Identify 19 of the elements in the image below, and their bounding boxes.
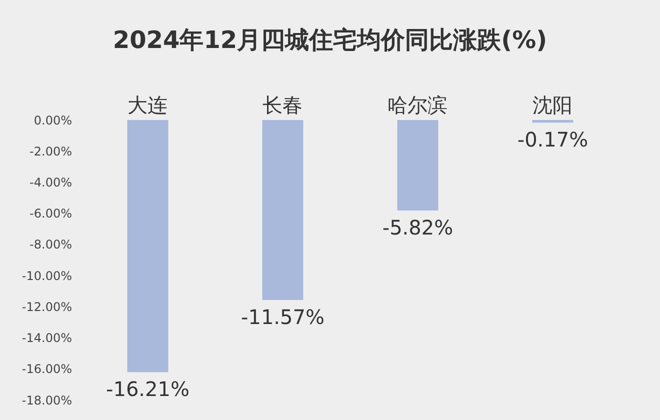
- data-label: -0.17%: [517, 128, 588, 152]
- y-tick-label: -16.00%: [22, 362, 72, 376]
- x-tick-label: 哈尔滨: [388, 93, 448, 117]
- y-tick-label: -2.00%: [30, 144, 72, 158]
- y-tick-label: -4.00%: [30, 175, 72, 190]
- y-tick-label: -6.00%: [30, 206, 72, 221]
- y-tick-label: -18.00%: [22, 393, 72, 408]
- data-label: -11.57%: [241, 304, 324, 329]
- data-label: -5.82%: [382, 216, 454, 240]
- y-tick-label: -10.00%: [22, 268, 72, 283]
- y-tick-label: 0.00%: [34, 113, 72, 128]
- chart-title: 2024年12月四城住宅均价同比涨跌(%): [112, 25, 548, 56]
- x-tick-label: 沈阳: [532, 93, 572, 117]
- x-tick-label: 长春: [262, 93, 302, 117]
- y-tick-label: -14.00%: [22, 331, 72, 346]
- x-tick-label: 大连: [128, 93, 168, 117]
- y-tick-label: -8.00%: [30, 238, 72, 252]
- data-label: -16.21%: [106, 377, 190, 402]
- y-tick-label: -12.00%: [22, 300, 72, 314]
